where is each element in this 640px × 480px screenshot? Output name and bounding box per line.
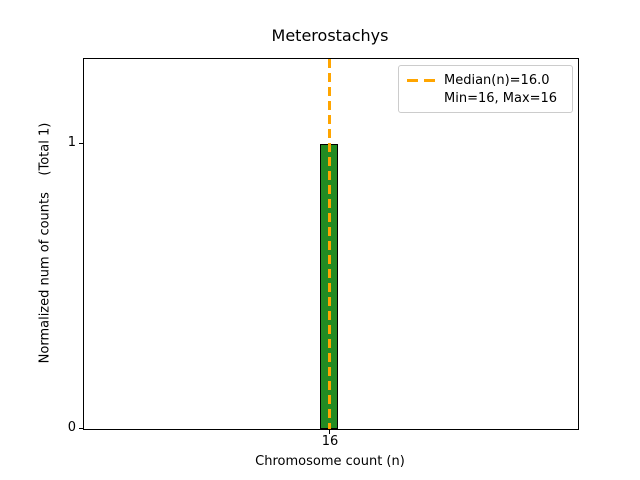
legend-entry-minmax: Min=16, Max=16 <box>407 89 565 107</box>
legend: Median(n)=16.0 Min=16, Max=16 <box>398 65 573 113</box>
y-tick-label-0: 0 <box>67 420 76 435</box>
median-line <box>328 59 331 429</box>
y-tick-label-1: 1 <box>67 135 76 150</box>
legend-label-minmax: Min=16, Max=16 <box>444 90 558 106</box>
y-tick-1 <box>79 143 83 144</box>
chart-title: Meterostachys <box>271 26 389 45</box>
legend-label-median: Median(n)=16.0 <box>444 72 550 88</box>
x-tick-16 <box>329 430 330 434</box>
legend-entry-median: Median(n)=16.0 <box>407 71 565 89</box>
x-tick-label-16: 16 <box>321 434 339 449</box>
legend-dashed-line-icon <box>407 78 435 82</box>
y-tick-0 <box>79 428 83 429</box>
x-axis-label: Chromosome count (n) <box>255 454 405 469</box>
legend-empty-handle <box>407 97 435 100</box>
y-axis-label: Normalized num of counts (Total 1) <box>37 122 53 364</box>
plot-area: Median(n)=16.0 Min=16, Max=16 <box>79 58 579 434</box>
